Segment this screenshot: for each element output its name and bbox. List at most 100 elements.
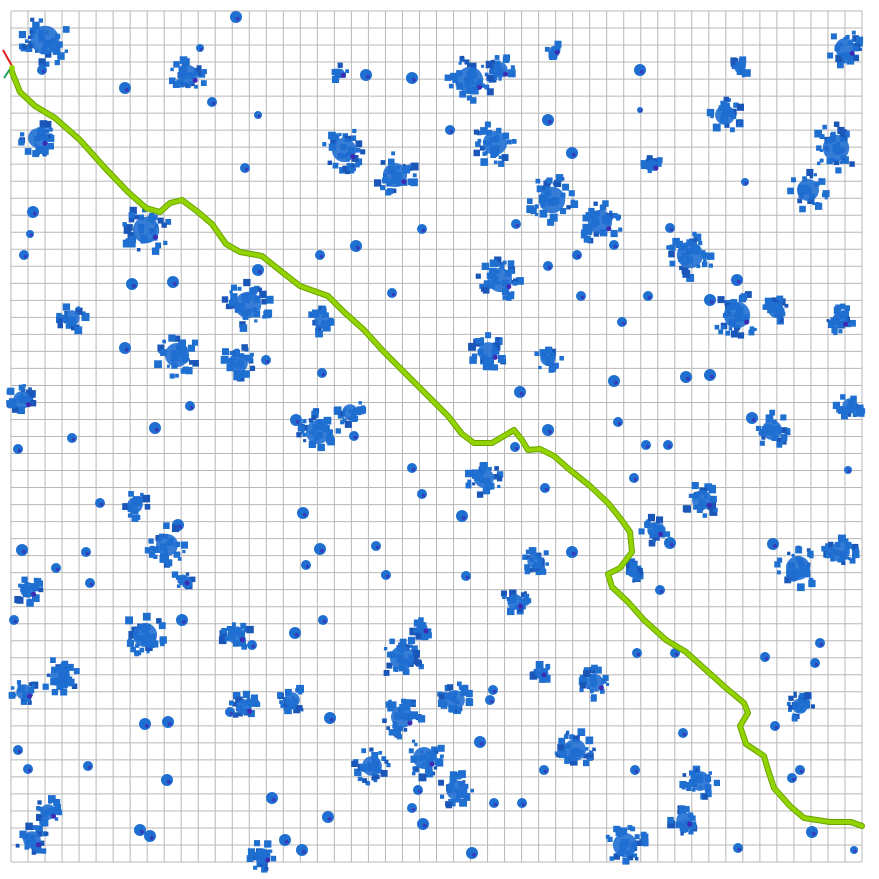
obstacle-blob: [144, 522, 188, 568]
obstacle-blob: [474, 736, 486, 748]
obstacle-blob: [220, 344, 256, 382]
obstacle-blob: [409, 617, 432, 641]
obstacle-blob: [277, 684, 304, 715]
obstacle-blob: [16, 544, 28, 556]
obstacle-blob: [230, 11, 242, 23]
obstacle-blob: [438, 770, 474, 809]
obstacle-blob: [247, 640, 257, 650]
obstacle-blob: [37, 65, 47, 75]
obstacle-blob: [167, 276, 179, 288]
obstacle-blob: [815, 638, 825, 648]
obstacle-blob: [704, 294, 716, 306]
obstacle-blob: [666, 231, 715, 282]
obstacle-blob: [630, 765, 640, 775]
obstacle-blob: [139, 718, 151, 730]
obstacle-blob: [741, 178, 749, 186]
obstacle-blob: [221, 278, 274, 332]
obstacle-blob: [56, 303, 90, 335]
obstacle-blob: [655, 585, 665, 595]
obstacle-blob: [8, 680, 39, 705]
obstacle-blob: [406, 72, 418, 84]
obstacle-blob: [322, 811, 334, 823]
obstacle-blob: [638, 513, 671, 547]
obstacle-blob: [119, 82, 131, 94]
obstacle-blob: [18, 120, 55, 158]
obstacle-blob: [371, 541, 381, 551]
obstacle-blob: [308, 305, 335, 338]
obstacle-blob: [511, 219, 521, 229]
obstacle-blob: [488, 685, 498, 695]
obstacle-blob: [254, 111, 262, 119]
obstacle-blob: [514, 386, 526, 398]
obstacle-blob: [408, 739, 445, 782]
obstacle-blob: [67, 433, 77, 443]
obstacle-blob: [774, 545, 816, 592]
obstacle-blob: [637, 107, 643, 113]
obstacle-blob: [19, 250, 29, 260]
obstacle-blob: [456, 510, 468, 522]
obstacle-blob: [468, 332, 507, 371]
obstacle-blob: [374, 151, 419, 196]
obstacle-blob: [149, 422, 161, 434]
obstacle-blob: [806, 826, 818, 838]
obstacle-blob: [578, 664, 610, 702]
obstacle-blob: [821, 534, 860, 565]
obstacle-blob: [706, 96, 744, 133]
obstacle-blob: [667, 805, 698, 836]
obstacle-blob: [126, 278, 138, 290]
obstacle-blob: [542, 114, 554, 126]
obstacle-blob: [18, 17, 70, 67]
obstacle-blob: [733, 843, 743, 853]
obstacle-blob: [664, 537, 676, 549]
obstacle-blob: [544, 40, 562, 60]
obstacle-blob: [42, 657, 80, 696]
obstacle-blob: [465, 462, 504, 498]
obstacle-blob: [382, 698, 426, 740]
obstacle-blob: [225, 707, 235, 717]
obstacle-blob: [540, 483, 550, 493]
obstacle-blob: [786, 691, 815, 722]
obstacle-blob: [605, 825, 649, 865]
obstacle-blob: [634, 64, 646, 76]
obstacle-blob: [13, 444, 23, 454]
obstacle-blob: [609, 240, 619, 250]
obstacle-blob: [795, 765, 805, 775]
obstacle-blob: [632, 648, 642, 658]
obstacle-blob: [314, 543, 326, 555]
obstacle-blob: [154, 334, 199, 379]
obstacle-blob: [762, 295, 789, 325]
obstacle-blob: [566, 147, 578, 159]
obstacle-blob: [387, 288, 397, 298]
obstacle-blob: [643, 291, 653, 301]
obstacle-blob: [746, 412, 758, 424]
obstacle-blob: [317, 368, 327, 378]
obstacle-blob: [27, 206, 39, 218]
obstacle-blob: [381, 570, 391, 580]
obstacle-blob: [580, 200, 623, 244]
obstacle-blob: [539, 765, 549, 775]
obstacle-blob: [23, 764, 33, 774]
obstacle-blob: [640, 155, 663, 174]
obstacle-blob: [349, 431, 359, 441]
obstacle-blob: [485, 695, 495, 705]
obstacle-blob: [826, 303, 856, 336]
obstacle-blob: [566, 546, 578, 558]
obstacle-blob: [407, 463, 417, 473]
obstacle-layer: [6, 11, 866, 873]
obstacle-blob: [641, 440, 651, 450]
marker-layer: [2, 49, 15, 79]
obstacle-blob: [770, 721, 780, 731]
obstacle-blob: [730, 56, 751, 78]
obstacle-blob: [526, 174, 579, 226]
obstacle-blob: [485, 54, 516, 83]
obstacle-blob: [207, 97, 217, 107]
obstacle-blob: [122, 491, 151, 522]
obstacle-blob: [333, 401, 367, 428]
obstacle-blob: [461, 571, 471, 581]
obstacle-blob: [760, 652, 770, 662]
path-layer: [9, 69, 865, 829]
obstacle-blob: [814, 121, 855, 174]
obstacle-blob: [767, 538, 779, 550]
start-arrow-icon: [2, 49, 15, 79]
